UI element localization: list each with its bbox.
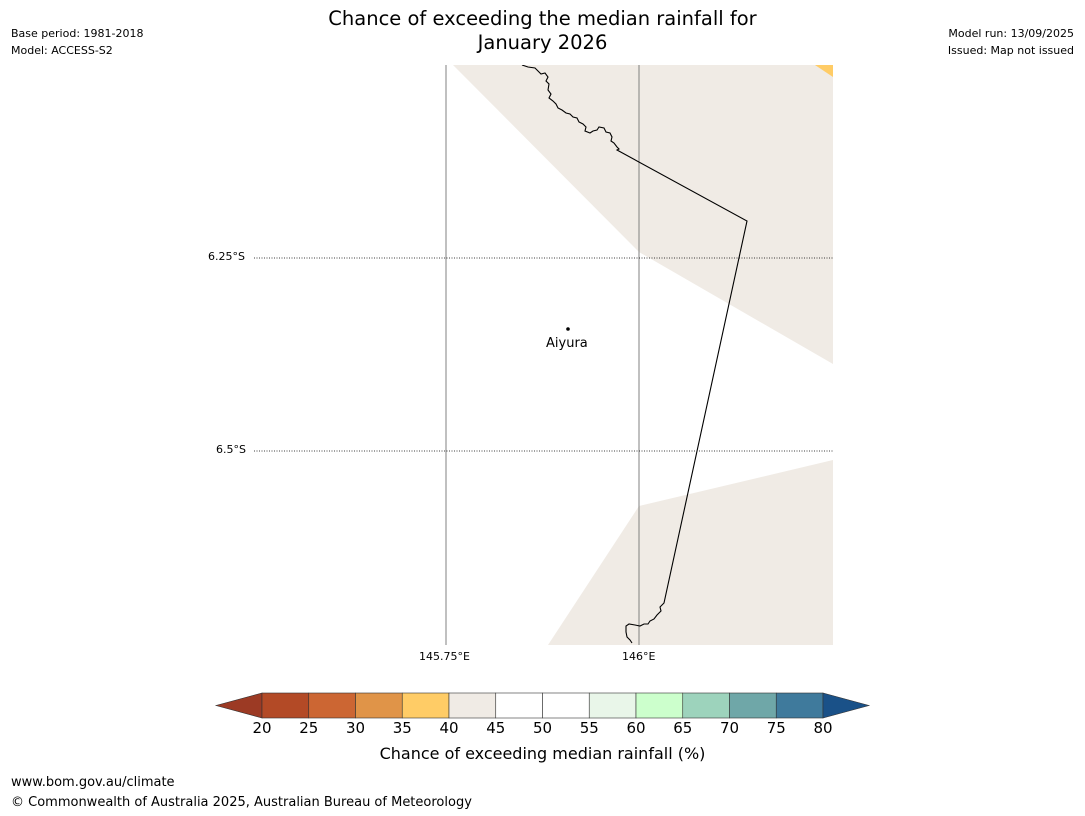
colorbar-segment-65-70 [682, 692, 730, 719]
model-text: Model: ACCESS-S2 [11, 44, 113, 57]
colorbar-tick-label: 65 [673, 719, 693, 737]
colorbar-tick-label: 25 [299, 719, 319, 737]
footer-copyright: © Commonwealth of Australia 2025, Austra… [11, 795, 472, 810]
town-label-aiyura: Aiyura [546, 336, 588, 351]
colorbar-segment-30-35 [355, 692, 403, 719]
coastline-border [521, 65, 748, 644]
map-title-line2: January 2026 [477, 31, 608, 54]
rainfall-map [254, 65, 833, 645]
colorbar-tick-label: 70 [719, 719, 740, 737]
colorbar-segment-50-55 [542, 692, 590, 719]
map-title-line1: Chance of exceeding the median rainfall … [328, 7, 757, 30]
colorbar-under-arrow [214, 692, 263, 719]
colorbar-tick-label: 55 [579, 719, 599, 737]
town-marker-aiyura [566, 327, 570, 331]
colorbar-segment-55-60 [588, 692, 637, 719]
lon-label-145-75: 145.75°E [419, 650, 470, 663]
colorbar-tick-label: 60 [626, 719, 646, 737]
colorbar-tick-label: 40 [439, 719, 459, 737]
colorbar-segment-60-65 [635, 692, 684, 719]
probability-region-40-45-south [548, 460, 833, 645]
colorbar-tick-label: 75 [766, 719, 786, 737]
colorbar-tick-label: 80 [813, 719, 833, 737]
colorbar-segment-35-40 [401, 692, 450, 719]
colorbar-segment-70-75 [729, 692, 777, 719]
model-run-text: Model run: 13/09/2025 [948, 27, 1074, 40]
colorbar-segment-20-25 [261, 692, 310, 719]
lon-label-146: 146°E [622, 650, 656, 663]
colorbar-tick-label: 50 [532, 719, 553, 737]
lat-label-6-25: 6.25°S [208, 250, 245, 263]
probability-region-40-45-north [453, 65, 833, 364]
header-left-meta: Base period: 1981-2018 Model: ACCESS-S2 [11, 25, 143, 59]
probability-region-35-40-corner [815, 65, 833, 77]
colorbar-title: Chance of exceeding median rainfall (%) [379, 744, 706, 763]
colorbar-tick-label: 35 [392, 719, 412, 737]
header-right-meta: Model run: 13/09/2025 Issued: Map not is… [948, 25, 1074, 59]
lat-label-6-5: 6.5°S [216, 443, 246, 456]
map-title: Chance of exceeding the median rainfall … [0, 7, 1085, 55]
issued-text: Issued: Map not issued [947, 44, 1074, 57]
footer-url: www.bom.gov.au/climate [11, 775, 175, 790]
colorbar-tick-label: 30 [345, 719, 366, 737]
colorbar-segment-40-45 [448, 692, 497, 719]
colorbar-tick-label: 20 [252, 719, 272, 737]
colorbar-segment-45-50 [495, 692, 543, 719]
colorbar-segment-25-30 [308, 692, 356, 719]
colorbar-tick-label: 45 [486, 719, 506, 737]
colorbar-segment-75-80 [775, 692, 824, 719]
base-period-text: Base period: 1981-2018 [11, 27, 144, 40]
map-area [254, 65, 833, 645]
colorbar-over-arrow [822, 692, 871, 719]
